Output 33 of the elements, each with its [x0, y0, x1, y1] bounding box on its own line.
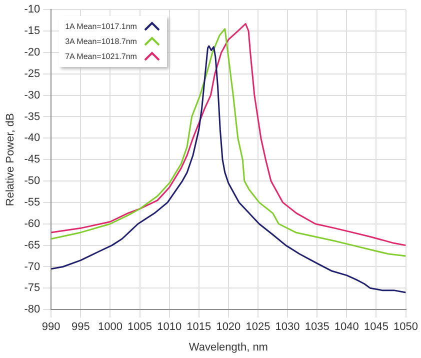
legend-label: 1A Mean=1017.1nm	[65, 22, 137, 31]
x-tick-label: 1050	[394, 321, 418, 334]
x-tick-label: 1025	[246, 321, 270, 334]
x-tick-label: 1020	[216, 321, 241, 334]
x-tick-label: 1030	[275, 321, 300, 334]
y-tick-label: -15	[24, 25, 40, 38]
x-tick-label: 1005	[128, 321, 152, 334]
y-tick-label: -80	[24, 304, 40, 316]
y-tick-label: -75	[24, 282, 40, 294]
y-tick-label: -20	[24, 46, 40, 58]
y-tick-label: -40	[24, 132, 40, 144]
x-tick-label: 990	[42, 321, 60, 334]
x-tick-label: 1000	[98, 321, 122, 334]
y-tick-label: -45	[24, 154, 40, 166]
y-tick-label: -35	[24, 110, 40, 123]
y-tick-label: -60	[24, 218, 40, 230]
y-tick-label: -25	[24, 68, 40, 80]
y-axis-title: Relative Power, dB	[4, 113, 17, 206]
x-tick-label: 995	[71, 321, 90, 334]
y-tick-label: -10	[24, 4, 40, 16]
x-tick-label: 1010	[157, 321, 182, 334]
x-tick-label: 1040	[334, 321, 359, 334]
y-tick-label: -55	[24, 196, 40, 208]
legend-label: 3A Mean=1018.7nm	[65, 36, 137, 46]
x-axis-title: Wavelength, nm	[188, 341, 268, 354]
y-tick-label: -30	[24, 89, 40, 102]
y-tick-label: -70	[24, 260, 40, 273]
x-tick-label: 1045	[364, 321, 388, 334]
y-tick-label: -65	[24, 239, 40, 252]
y-tick-label: -50	[24, 175, 40, 188]
x-tick-label: 1035	[304, 321, 330, 334]
legend-label: 7A Mean=1021.7nm	[65, 52, 137, 61]
x-tick-label: 1015	[186, 321, 212, 334]
